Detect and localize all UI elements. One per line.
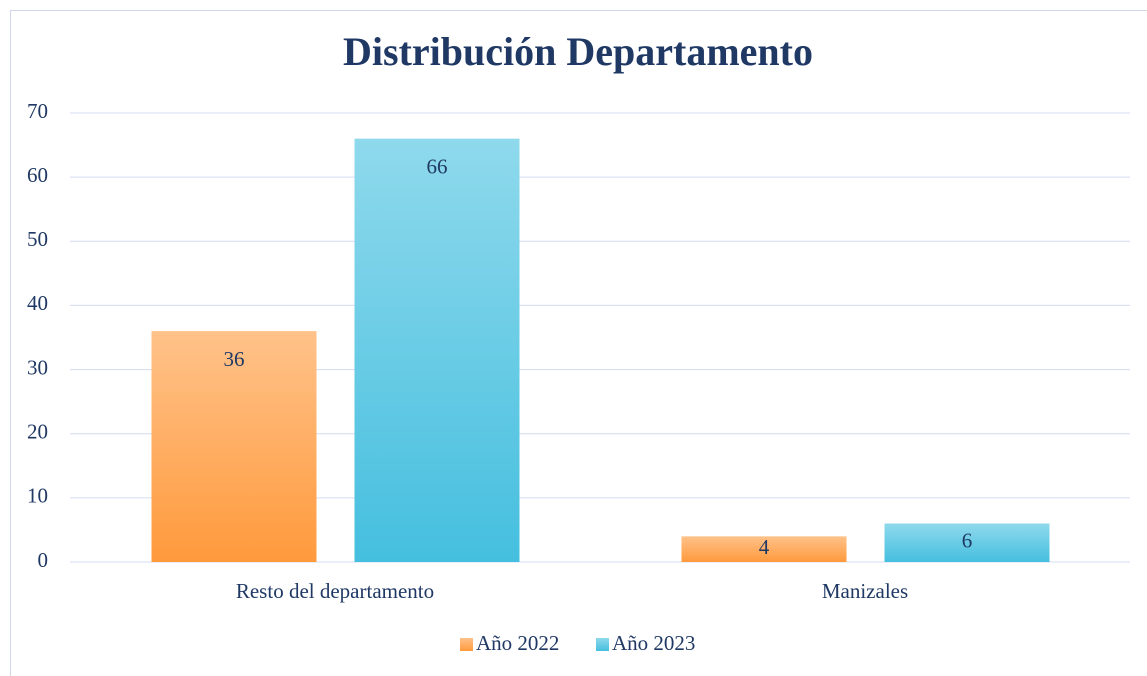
y-tick-label: 70 bbox=[27, 99, 48, 123]
y-tick-label: 40 bbox=[27, 291, 48, 315]
data-label: 6 bbox=[962, 529, 973, 553]
x-tick-label: Resto del departamento bbox=[236, 579, 434, 603]
data-label: 66 bbox=[427, 154, 448, 178]
bar bbox=[884, 523, 1050, 562]
legend-swatch bbox=[460, 638, 473, 651]
data-label: 4 bbox=[759, 535, 770, 559]
y-tick-label: 0 bbox=[38, 548, 49, 572]
x-tick-label: Manizales bbox=[822, 579, 908, 603]
y-tick-label: 50 bbox=[27, 227, 48, 251]
legend-label: Año 2023 bbox=[612, 631, 695, 655]
bar bbox=[681, 536, 847, 562]
data-label: 36 bbox=[224, 347, 245, 371]
y-tick-label: 60 bbox=[27, 163, 48, 187]
y-tick-label: 20 bbox=[27, 420, 48, 444]
legend-label: Año 2022 bbox=[476, 631, 559, 655]
y-tick-label: 30 bbox=[27, 355, 48, 379]
bar bbox=[354, 138, 520, 562]
legend-swatch bbox=[596, 638, 609, 651]
chart-title: Distribución Departamento bbox=[343, 29, 813, 74]
bar bbox=[151, 331, 317, 562]
y-tick-label: 10 bbox=[27, 484, 48, 508]
